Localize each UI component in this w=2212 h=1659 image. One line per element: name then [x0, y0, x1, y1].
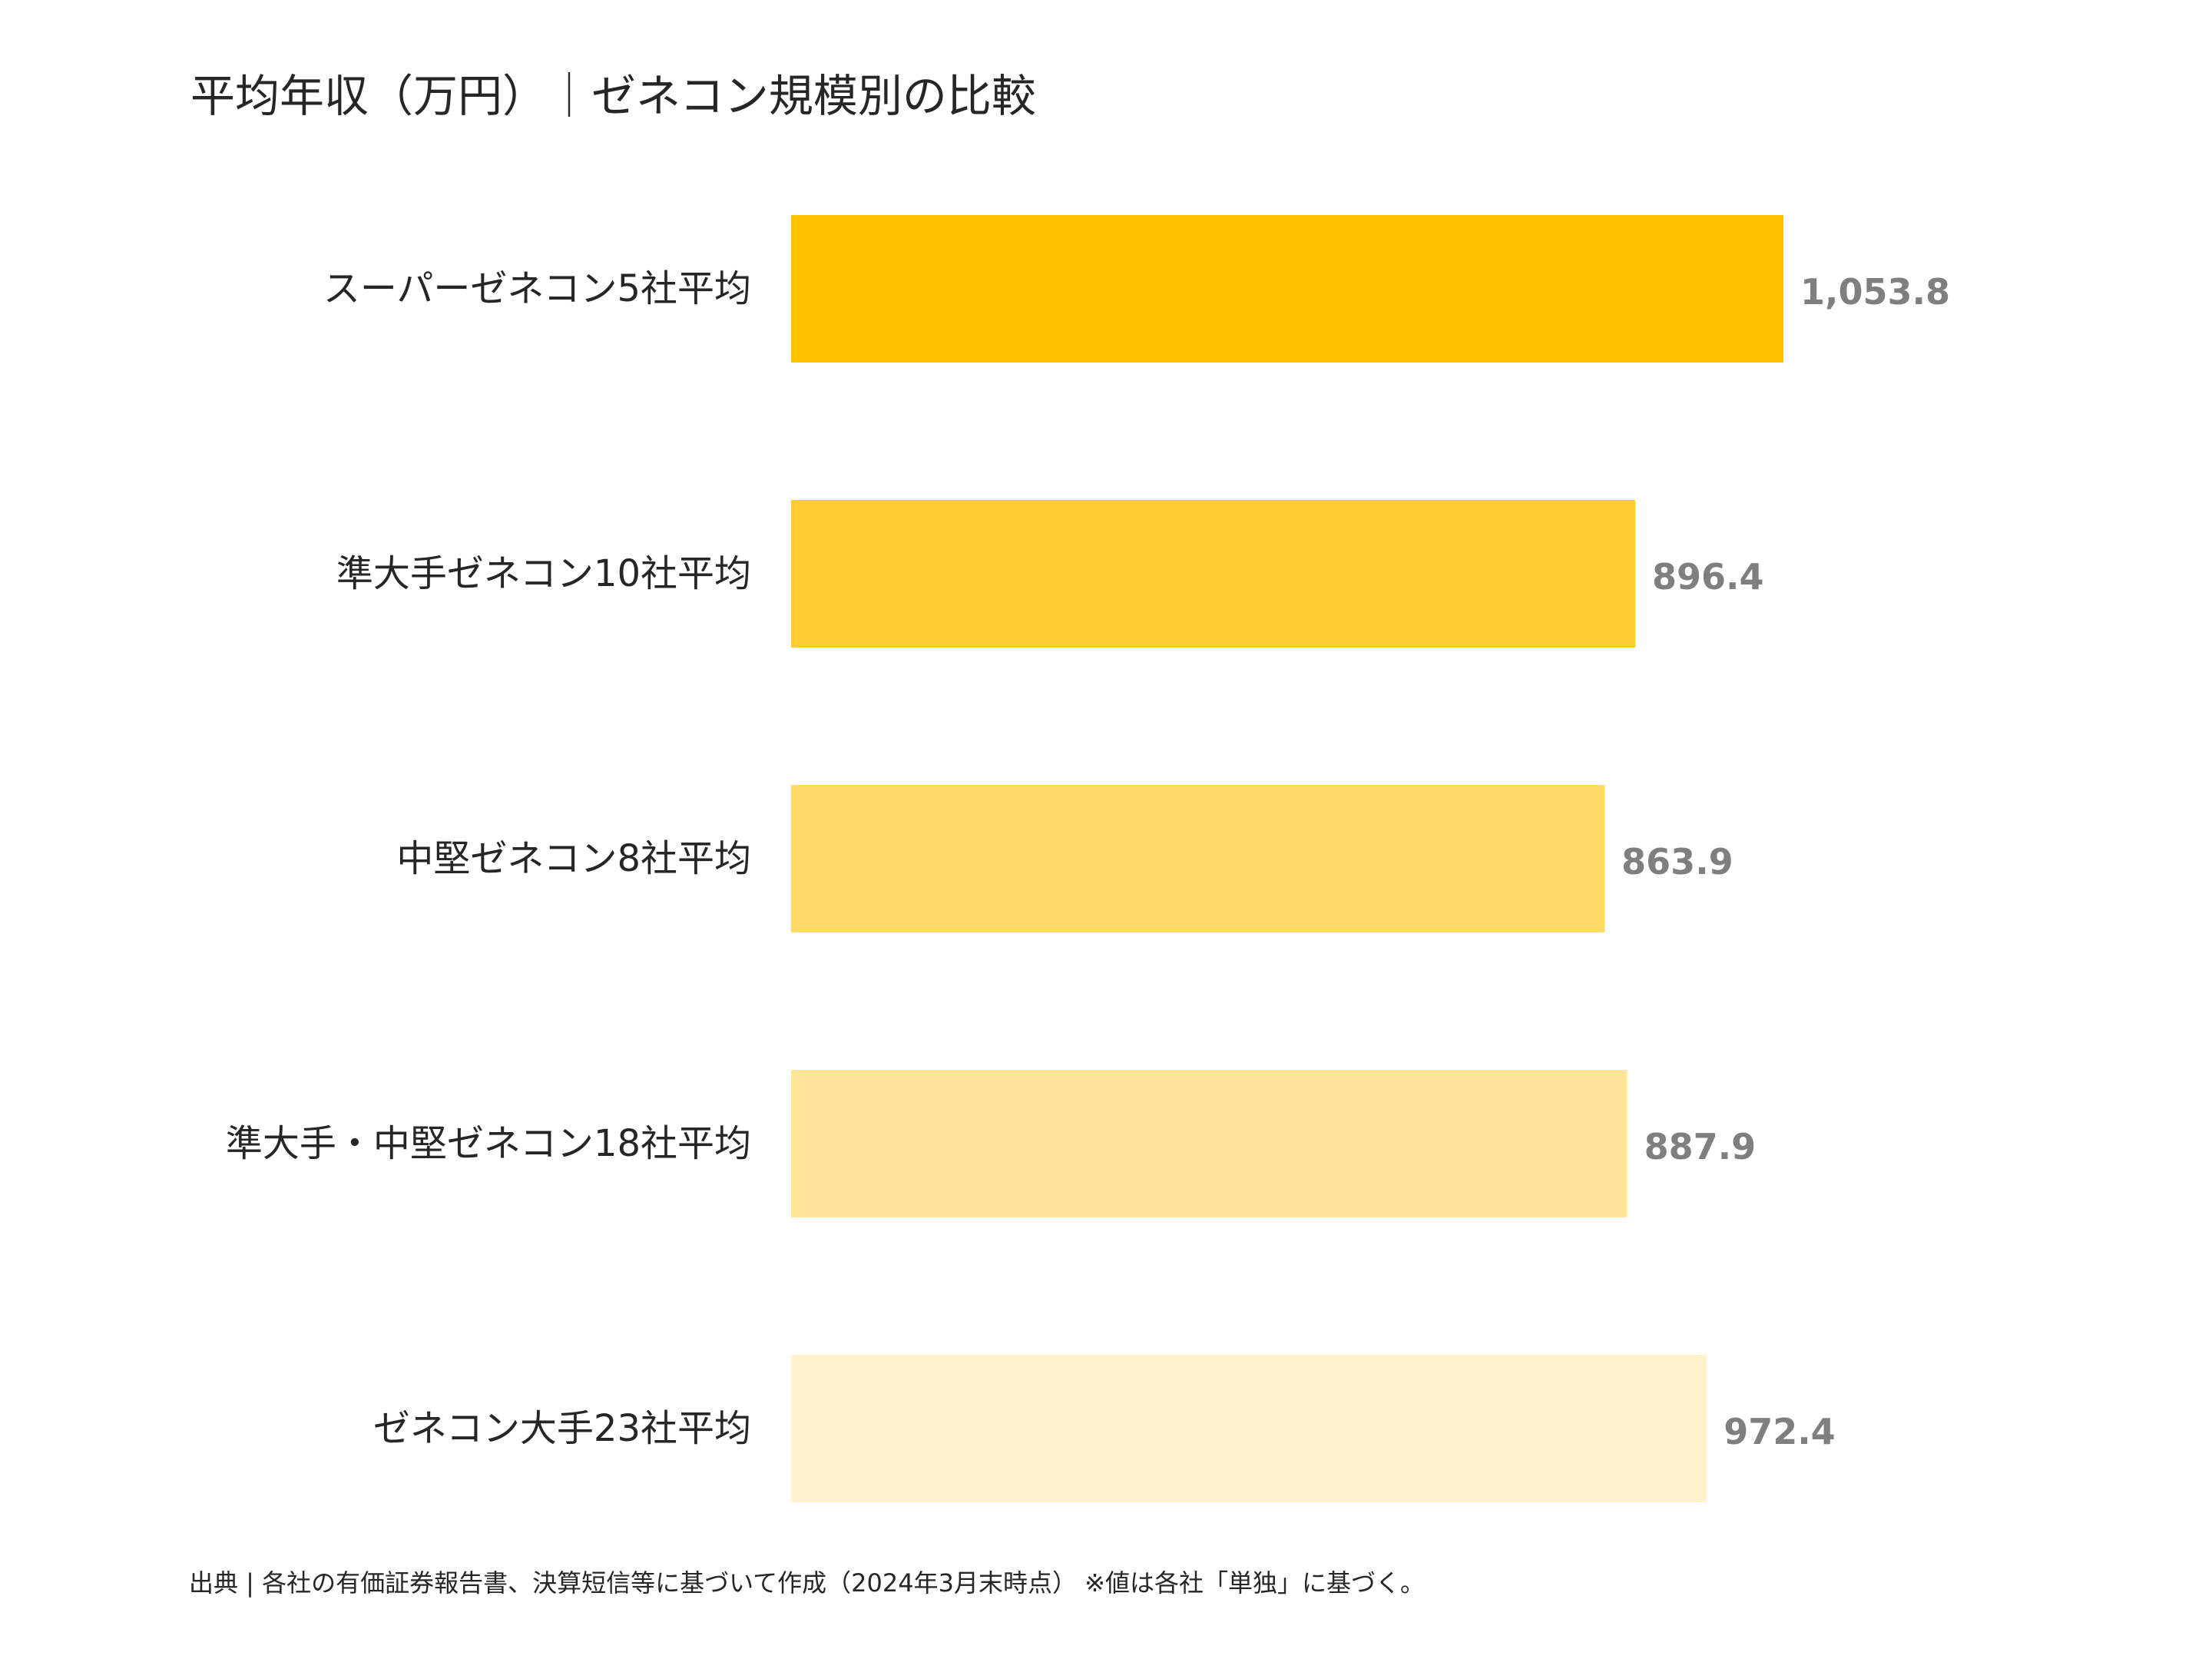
bar-5 [791, 1355, 1707, 1502]
bars-group [791, 215, 1783, 1502]
chart-title: 平均年収（万円）｜ゼネコン規模別の比較 [190, 70, 1036, 122]
source-note: 出典 | 各社の有価証券報告書、決算短信等に基づいて作成（2024年3月末時点）… [189, 1568, 1425, 1598]
category-label-5: ゼネコン大手23社平均 [373, 1407, 751, 1450]
bar-1 [791, 215, 1783, 363]
category-label-1: スーパーゼネコン5社平均 [323, 267, 751, 310]
value-label-4: 887.9 [1644, 1126, 1757, 1167]
bar-3 [791, 785, 1605, 932]
value-label-3: 863.9 [1621, 841, 1734, 882]
category-label-3: 中堅ゼネコン8社平均 [396, 837, 751, 880]
bar-4 [791, 1070, 1628, 1217]
bar-2 [791, 500, 1636, 647]
value-label-5: 972.4 [1724, 1411, 1836, 1452]
category-label-2: 準大手ゼネコン10社平均 [336, 552, 751, 595]
value-label-1: 1,053.8 [1800, 271, 1950, 313]
value-label-2: 896.4 [1652, 556, 1764, 598]
value-labels-group: 1,053.8 896.4 863.9 887.9 972.4 [1621, 271, 1950, 1452]
category-label-4: 準大手・中堅ゼネコン18社平均 [226, 1122, 751, 1165]
category-labels-group: スーパーゼネコン5社平均準大手ゼネコン10社平均中堅ゼネコン8社平均準大手・中堅… [226, 267, 751, 1450]
